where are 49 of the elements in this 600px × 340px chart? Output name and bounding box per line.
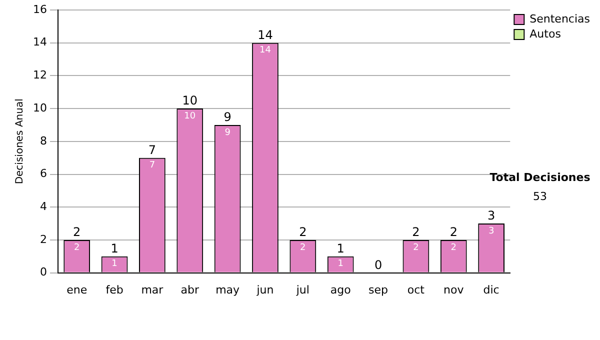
y-tick-label: 12 (32, 68, 47, 82)
x-tick-label: ago (330, 283, 352, 296)
total-label: 14 (258, 28, 273, 42)
legend-label: Autos (530, 27, 562, 40)
y-tick-label: 6 (40, 167, 47, 180)
annotation: Total Decisiones (490, 170, 591, 184)
total-label: 1 (336, 242, 344, 256)
data-label: 2 (74, 242, 80, 253)
data-label: 1 (338, 259, 344, 270)
y-tick-label: 4 (40, 200, 47, 213)
x-tick-label: may (216, 283, 240, 296)
x-tick-label: jun (256, 283, 274, 296)
data-label: 2 (413, 242, 419, 253)
total-label: 2 (299, 225, 307, 240)
total-label: 3 (487, 208, 496, 223)
legend-label: Sentencias (530, 12, 590, 26)
data-label: 2 (300, 242, 306, 253)
x-tick-label: oct (407, 283, 426, 296)
data-label: 9 (224, 128, 231, 138)
y-axis-title: Decisiones Anual (14, 98, 26, 184)
x-tick-label: mar (141, 283, 164, 296)
total-label: 2 (450, 225, 458, 240)
y-tick-label: 10 (32, 101, 47, 114)
text: 53 (533, 190, 547, 203)
data-label: 2 (450, 242, 456, 253)
y-tick-label: 0 (40, 266, 47, 279)
x-tick-label: dic (483, 283, 500, 296)
x-tick-label: abr (180, 283, 200, 296)
y-tick-label: 2 (40, 232, 47, 246)
total-label: 2 (73, 225, 81, 240)
total-label: 2 (412, 225, 420, 240)
x-tick-label: sep (368, 283, 388, 296)
total-label: 7 (148, 142, 156, 157)
data-label: 14 (260, 46, 272, 56)
total-label: 10 (182, 94, 198, 108)
x-tick-label: feb (106, 283, 124, 296)
y-tick-label: 14 (32, 36, 47, 49)
data-label: 10 (184, 111, 196, 122)
data-label: 1 (112, 259, 118, 270)
data-label: 3 (488, 226, 494, 236)
total-label: 0 (374, 258, 382, 272)
total-label: 9 (224, 110, 232, 124)
y-tick-label: 8 (40, 134, 47, 148)
x-tick-label: jul (295, 283, 310, 296)
x-tick-label: nov (444, 283, 464, 296)
x-tick-label: ene (66, 283, 88, 296)
data-label: 7 (149, 160, 156, 171)
total-label: 1 (110, 242, 118, 256)
y-tick-label: 16 (32, 2, 47, 16)
